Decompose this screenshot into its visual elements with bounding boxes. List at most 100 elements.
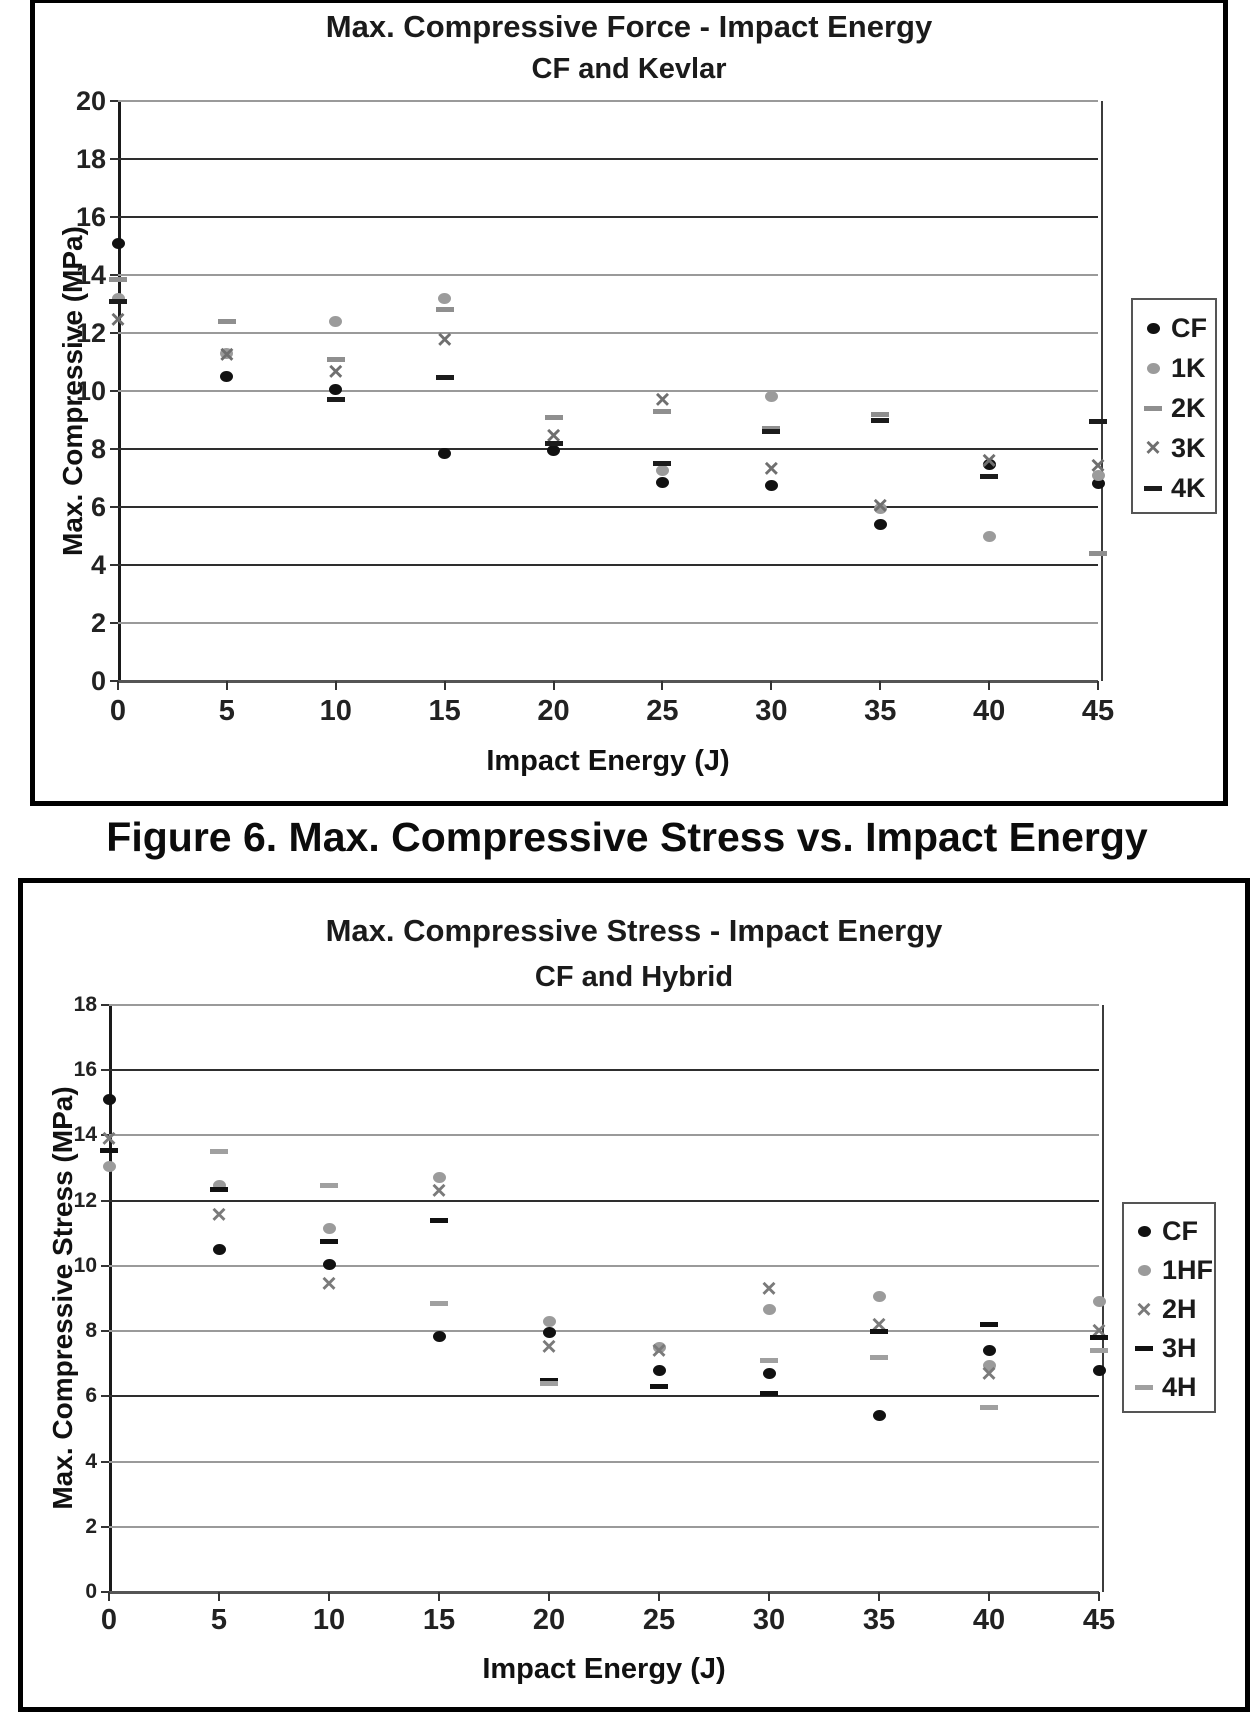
y-tick-mark	[101, 1069, 109, 1072]
gridline	[109, 1134, 1099, 1137]
x-tick-label: 25	[646, 695, 679, 727]
gridline	[118, 100, 1098, 102]
data-point-marker: ×	[981, 444, 997, 475]
data-point-marker	[320, 1183, 338, 1189]
data-point-marker: ×	[1090, 450, 1106, 481]
x-tick-label: 25	[642, 1604, 676, 1636]
dash-icon	[1143, 398, 1163, 418]
data-point-marker	[764, 391, 778, 403]
data-point-marker	[655, 465, 669, 477]
legend-entry: 1HF	[1134, 1251, 1214, 1290]
circle-icon	[1143, 358, 1163, 378]
y-tick-mark	[110, 332, 118, 334]
data-point-marker	[873, 502, 887, 514]
data-point-marker	[1146, 322, 1160, 334]
y-tick-label: 0	[90, 666, 106, 696]
figure-caption: Figure 6. Max. Compressive Stress vs. Im…	[106, 814, 1148, 860]
circle-icon	[1134, 1261, 1154, 1281]
x-tick-mark	[218, 1592, 220, 1601]
x-tick-label: 10	[319, 695, 352, 727]
data-point-marker: ×	[101, 1122, 117, 1153]
data-point-marker	[871, 417, 890, 423]
data-point-marker	[1135, 1385, 1153, 1390]
data-point-marker	[982, 1345, 996, 1357]
y-axis-label: Max. Compressive Stress (MPa)	[47, 1086, 78, 1510]
data-point-marker	[102, 1094, 116, 1106]
y-tick-label: 10	[75, 376, 106, 406]
y-tick-mark	[110, 390, 118, 392]
data-point-marker	[762, 426, 781, 432]
y-tick-label: 12	[75, 318, 106, 348]
y-tick-mark	[110, 448, 118, 450]
legend-label: CF	[1171, 312, 1207, 343]
legend-label: 3H	[1162, 1333, 1197, 1363]
data-point-marker	[109, 276, 127, 282]
gridline	[118, 622, 1098, 624]
data-point-marker	[650, 1384, 668, 1390]
y-tick-label: 12	[73, 1188, 97, 1212]
x-tick-label: 20	[532, 1604, 566, 1636]
x-tick-label: 40	[972, 1604, 1006, 1636]
x-tick-label: 35	[862, 1604, 896, 1636]
data-point-marker: ×	[761, 1272, 777, 1303]
data-point-marker: ×	[1136, 1293, 1152, 1324]
data-point-marker	[100, 1147, 118, 1153]
legend-entry: 4K	[1143, 468, 1215, 508]
data-point-marker	[760, 1390, 778, 1396]
x-tick-mark	[225, 681, 228, 690]
y-tick-label: 8	[90, 434, 106, 464]
data-point-marker	[111, 292, 125, 304]
data-point-marker	[1137, 1265, 1151, 1276]
data-point-marker	[764, 479, 778, 491]
data-point-marker	[329, 315, 343, 327]
legend-label: 2K	[1171, 392, 1206, 423]
legend-entry: 4H	[1134, 1368, 1214, 1407]
data-point-marker: ×	[110, 303, 126, 334]
x-axis-label: Impact Energy (J)	[486, 745, 730, 777]
data-point-marker: ×	[981, 1357, 997, 1388]
x-tick-mark	[770, 681, 773, 690]
data-point-marker	[871, 411, 890, 417]
data-point-marker	[320, 1238, 338, 1244]
gridline	[109, 1069, 1099, 1072]
data-point-marker	[430, 1300, 448, 1306]
y-tick-label: 10	[73, 1253, 97, 1277]
legend-entry: 1K	[1143, 348, 1215, 388]
data-point-marker: ×	[654, 383, 671, 414]
data-point-marker: ×	[763, 453, 779, 484]
gridline	[118, 564, 1098, 566]
x-tick-mark	[438, 1592, 440, 1601]
data-point-marker	[760, 1357, 778, 1363]
gridline	[109, 1199, 1099, 1202]
y-tick-mark	[101, 1134, 109, 1137]
y-tick-mark	[110, 564, 118, 566]
data-point-marker	[1092, 1296, 1106, 1308]
data-point-marker	[212, 1180, 226, 1192]
legend-label: 4H	[1162, 1372, 1197, 1402]
data-point-marker	[547, 444, 561, 456]
y-tick-label: 6	[90, 492, 106, 522]
x-axis-label: Impact Energy (J)	[482, 1653, 726, 1685]
gridline	[109, 1525, 1099, 1528]
data-point-marker	[212, 1244, 226, 1256]
data-point-marker	[540, 1380, 558, 1386]
data-point-marker	[432, 1172, 446, 1184]
y-tick-label: 4	[90, 550, 106, 580]
data-point-marker	[326, 397, 345, 403]
gridline	[109, 1264, 1099, 1267]
y-tick-label: 2	[85, 1514, 97, 1538]
x-tick-label: 40	[972, 695, 1006, 727]
data-point-marker: ×	[211, 1199, 227, 1230]
y-tick-mark	[110, 274, 118, 276]
x-tick-label: 0	[100, 1604, 118, 1636]
data-point-marker	[762, 1304, 776, 1316]
chart-title: Max. Compressive Stress - Impact Energy	[325, 913, 943, 948]
x-tick-mark	[548, 1592, 550, 1601]
data-point-marker: ×	[219, 338, 235, 369]
y-tick-mark	[110, 158, 118, 160]
data-point-marker	[653, 461, 672, 466]
y-tick-label: 14	[75, 260, 106, 290]
x-tick-mark	[768, 1592, 770, 1601]
y-tick-label: 8	[85, 1319, 97, 1343]
gridline	[118, 158, 1098, 160]
